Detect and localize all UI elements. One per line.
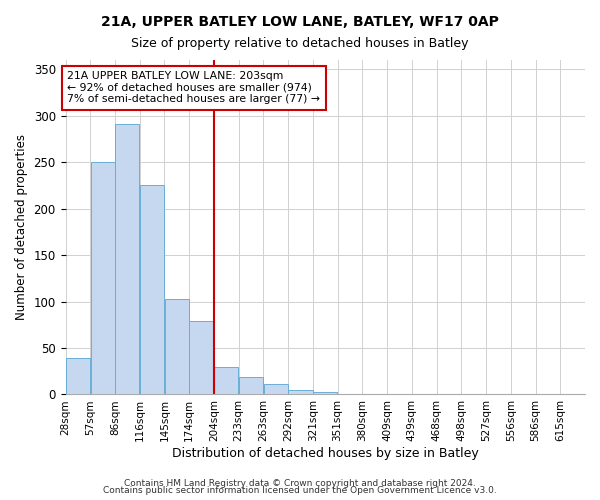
Bar: [91, 162, 115, 394]
Text: Size of property relative to detached houses in Batley: Size of property relative to detached ho…: [131, 38, 469, 51]
Bar: [190, 321, 214, 394]
Text: Contains HM Land Registry data © Crown copyright and database right 2024.: Contains HM Land Registry data © Crown c…: [124, 478, 476, 488]
Bar: [66, 358, 90, 395]
Bar: [165, 299, 189, 394]
Bar: [263, 384, 288, 394]
Text: 21A UPPER BATLEY LOW LANE: 203sqm
← 92% of detached houses are smaller (974)
7% : 21A UPPER BATLEY LOW LANE: 203sqm ← 92% …: [67, 71, 320, 104]
Bar: [239, 377, 263, 394]
Text: Contains public sector information licensed under the Open Government Licence v3: Contains public sector information licen…: [103, 486, 497, 495]
Bar: [140, 186, 164, 394]
Bar: [214, 366, 238, 394]
Bar: [313, 392, 337, 394]
Y-axis label: Number of detached properties: Number of detached properties: [15, 134, 28, 320]
Bar: [289, 390, 313, 394]
Text: 21A, UPPER BATLEY LOW LANE, BATLEY, WF17 0AP: 21A, UPPER BATLEY LOW LANE, BATLEY, WF17…: [101, 15, 499, 29]
X-axis label: Distribution of detached houses by size in Batley: Distribution of detached houses by size …: [172, 447, 479, 460]
Bar: [115, 124, 139, 394]
